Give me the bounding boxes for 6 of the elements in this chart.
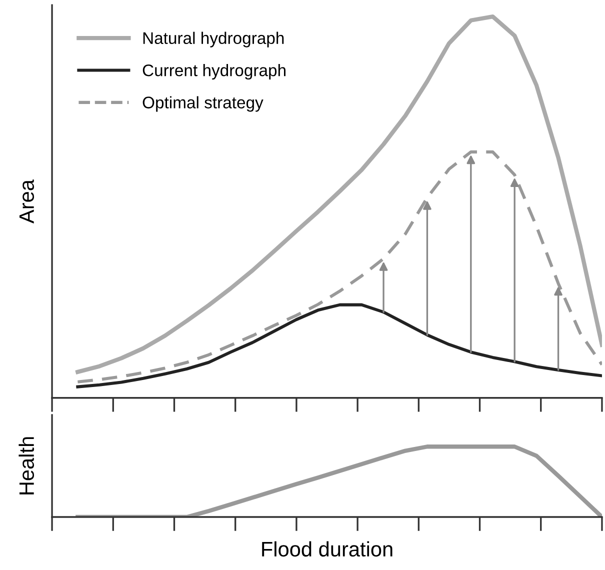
y-axis-title: Health bbox=[18, 437, 34, 494]
legend-label: Optimal strategy bbox=[142, 96, 264, 112]
x-axis-title: Flood duration bbox=[262, 541, 392, 557]
legend-label: Current hydrograph bbox=[142, 64, 286, 80]
legend-label: Natural hydrograph bbox=[143, 32, 284, 48]
y-axis-title: Area bbox=[19, 179, 34, 224]
